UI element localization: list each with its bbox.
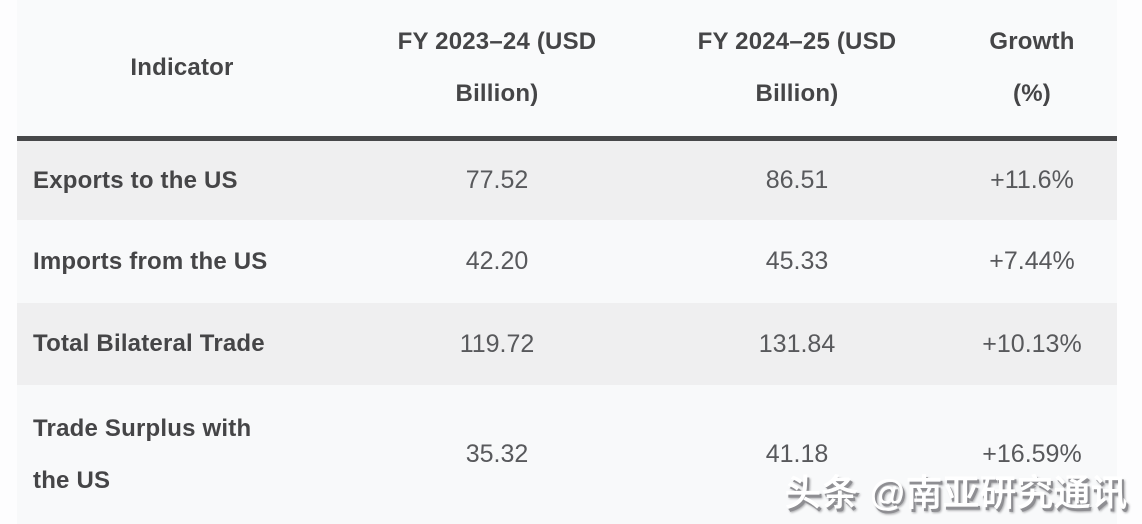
- cell-fy2024-25: 86.51: [765, 166, 829, 194]
- cell-growth: +10.13%: [982, 329, 1082, 358]
- table-header-row: Indicator FY 2023–24 (USD Billion) FY 20…: [17, 0, 1117, 141]
- indicator-text: Trade Surplus with the US: [33, 414, 252, 494]
- cell-fy2023-24: 35.32: [465, 440, 529, 468]
- cell-fy2023-24: 119.72: [459, 329, 535, 358]
- row-indicator-label: Exports to the US: [17, 155, 347, 207]
- table-row-trade-surplus: Trade Surplus with the US 35.32 41.18 +1…: [17, 385, 1117, 524]
- column-header-growth-label: Growth (%): [989, 28, 1075, 107]
- cell-fy2023-24: 42.20: [465, 247, 529, 275]
- column-header-fy2024-25: FY 2024–25 (USD Billion): [647, 16, 947, 120]
- table-row-imports: Imports from the US 42.20 45.33 +7.44%: [17, 220, 1117, 303]
- row-indicator-label: Total Bilateral Trade: [17, 318, 347, 370]
- cell-fy2024-25: 41.18: [765, 440, 829, 468]
- cell-growth: +7.44%: [989, 247, 1075, 275]
- table-row-exports: Exports to the US 77.52 86.51 +11.6%: [17, 141, 1117, 220]
- row-indicator-label: Imports from the US: [17, 236, 347, 288]
- table-row-total-bilateral-trade: Total Bilateral Trade 119.72 131.84 +10.…: [17, 303, 1117, 385]
- cell-fy2024-25: 131.84: [758, 329, 836, 358]
- column-header-indicator-label: Indicator: [130, 54, 234, 81]
- indicator-text: Imports from the US: [33, 247, 268, 275]
- column-header-fy2023-24-label: FY 2023–24 (USD Billion): [397, 28, 597, 107]
- cell-fy2023-24: 77.52: [465, 166, 529, 194]
- cell-growth: +11.6%: [990, 166, 1074, 194]
- row-indicator-label: Trade Surplus with the US: [17, 403, 347, 507]
- indicator-text: Exports to the US: [33, 166, 238, 194]
- indicator-text: Total Bilateral Trade: [33, 330, 265, 357]
- column-header-growth: Growth (%): [947, 16, 1117, 120]
- column-header-fy2024-25-label: FY 2024–25 (USD Billion): [697, 28, 897, 107]
- column-header-indicator: Indicator: [17, 42, 347, 94]
- trade-table: Indicator FY 2023–24 (USD Billion) FY 20…: [17, 0, 1117, 524]
- toutiao-watermark: 头条 @南亚研究通讯: [784, 472, 1128, 513]
- column-header-fy2023-24: FY 2023–24 (USD Billion): [347, 16, 647, 120]
- cell-growth: +16.59%: [982, 440, 1082, 468]
- cell-fy2024-25: 45.33: [765, 247, 829, 275]
